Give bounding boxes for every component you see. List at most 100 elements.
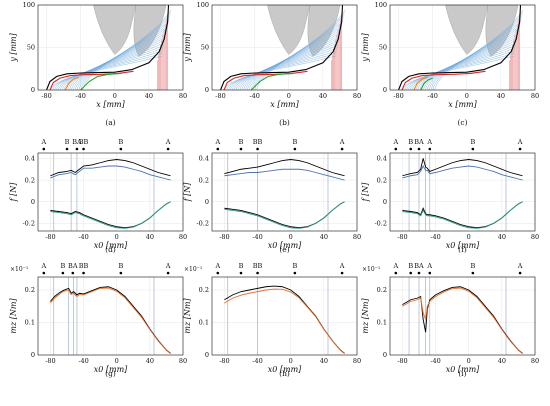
x-tick-label: 0 — [465, 92, 469, 100]
series-line — [80, 72, 122, 91]
panel-caption: (b) — [279, 118, 290, 127]
series-line — [224, 285, 345, 354]
series-line — [402, 201, 523, 229]
event-label: A — [214, 138, 220, 146]
x-tick-label: 0 — [113, 92, 117, 100]
event-label: B — [470, 262, 475, 270]
event-marker — [119, 147, 123, 151]
panel-c: (c) -80 -40 0 40 80 0 50 100 x [mm] y [mm] — [361, 1, 539, 127]
event-marker — [394, 271, 398, 275]
x-tick-label: 80 — [179, 92, 187, 100]
x-tick-label: 40 — [498, 357, 506, 365]
panel-caption: (f) — [458, 245, 467, 254]
y-axis-label: y [mm] — [361, 32, 370, 62]
gripper-right-shape — [485, 4, 519, 57]
event-marker — [239, 147, 243, 151]
y-tick-label: 0.4 — [377, 155, 387, 163]
event-marker — [166, 271, 170, 275]
series-line — [402, 201, 523, 229]
y-axis-label: mz [Nm] — [361, 298, 370, 334]
event-marker — [216, 147, 220, 151]
x-tick-label: -40 — [430, 233, 440, 241]
y-axis-label: mz [Nm] — [9, 298, 18, 334]
panel-caption: (a) — [105, 118, 115, 127]
x-tick-label: 40 — [497, 92, 505, 100]
x-tick-label: -80 — [397, 357, 407, 365]
y-tick-label: 0.1 — [25, 319, 35, 327]
series-line — [50, 201, 171, 229]
x-tick-label: -80 — [393, 92, 403, 100]
series-line — [420, 77, 433, 91]
panel-a: (a) -80 -40 0 40 80 0 50 100 x [mm] y [mm] — [9, 1, 187, 127]
x-tick-label: 40 — [498, 233, 506, 241]
series-line — [50, 201, 171, 229]
y-tick-label: 0.2 — [199, 286, 209, 294]
x-tick-label: 40 — [146, 357, 154, 365]
y-tick-label: 50 — [379, 44, 387, 52]
bending-fan-curve — [434, 9, 524, 91]
event-marker — [471, 147, 475, 151]
plot-frame — [37, 4, 184, 91]
series-line — [401, 70, 486, 91]
bending-fan-curve — [82, 9, 172, 91]
event-marker — [293, 147, 297, 151]
series-line — [402, 158, 523, 177]
y-tick-label: 0.4 — [199, 155, 209, 163]
event-label: B — [118, 138, 123, 146]
x-tick-label: 0 — [289, 233, 293, 241]
x-tick-label: -80 — [219, 357, 229, 365]
gripper-left-shape — [267, 4, 311, 55]
x-tick-label: 0 — [115, 233, 119, 241]
x-tick-label: 0 — [115, 357, 119, 365]
y-tick-label: 0.2 — [25, 176, 35, 184]
series-line — [224, 201, 345, 229]
x-axis-label: x0 [mm] — [268, 241, 302, 250]
x-tick-label: 80 — [353, 357, 361, 365]
event-label: BA — [414, 262, 424, 270]
event-label: A — [392, 262, 398, 270]
panel-e: (e)A B BB B A-80 -40 0 40 80-0.200.20.4x0 [mm]f … — [183, 138, 361, 254]
x-tick-label: -40 — [430, 357, 440, 365]
event-label: A — [517, 138, 523, 146]
x-axis-label: x0 [mm] — [94, 241, 128, 250]
x-tick-label: 0 — [467, 233, 471, 241]
y-axis-label: f [N] — [9, 182, 18, 203]
bending-fan-curve — [402, 55, 514, 91]
series-line — [224, 288, 345, 355]
x-tick-label: 40 — [320, 357, 328, 365]
event-marker — [340, 147, 344, 151]
event-label: A — [339, 262, 345, 270]
event-marker — [417, 147, 421, 151]
series-line — [402, 287, 523, 355]
panel-caption: (i) — [458, 369, 466, 378]
event-label: A — [339, 138, 345, 146]
x-tick-label: 0 — [287, 92, 291, 100]
panel-caption: (d) — [105, 245, 116, 254]
event-marker — [239, 271, 243, 275]
event-marker — [340, 271, 344, 275]
x-tick-label: -80 — [219, 233, 229, 241]
panel-b: (b) -80 -40 0 40 80 0 50 100 x [mm] y [mm] — [183, 1, 361, 127]
series-line — [402, 286, 523, 354]
series-line — [224, 201, 345, 229]
x-axis-label: x [mm] — [448, 100, 477, 109]
x-tick-label: -80 — [397, 233, 407, 241]
event-label: B — [239, 138, 244, 146]
event-label: A — [517, 262, 523, 270]
event-label: B — [408, 262, 413, 270]
x-tick-label: -80 — [45, 233, 55, 241]
event-label: A — [392, 138, 398, 146]
x-axis-label: x [mm] — [96, 100, 125, 109]
plot-frame — [389, 152, 536, 232]
x-axis-label: x0 [mm] — [268, 365, 302, 374]
x-tick-label: 80 — [353, 233, 361, 241]
x-axis-label: x [mm] — [270, 100, 299, 109]
series-line — [413, 76, 428, 91]
event-marker — [82, 147, 85, 151]
bending-fan-curve — [404, 53, 515, 91]
y-tick-label: -0.2 — [196, 220, 209, 228]
event-label: B — [60, 262, 65, 270]
